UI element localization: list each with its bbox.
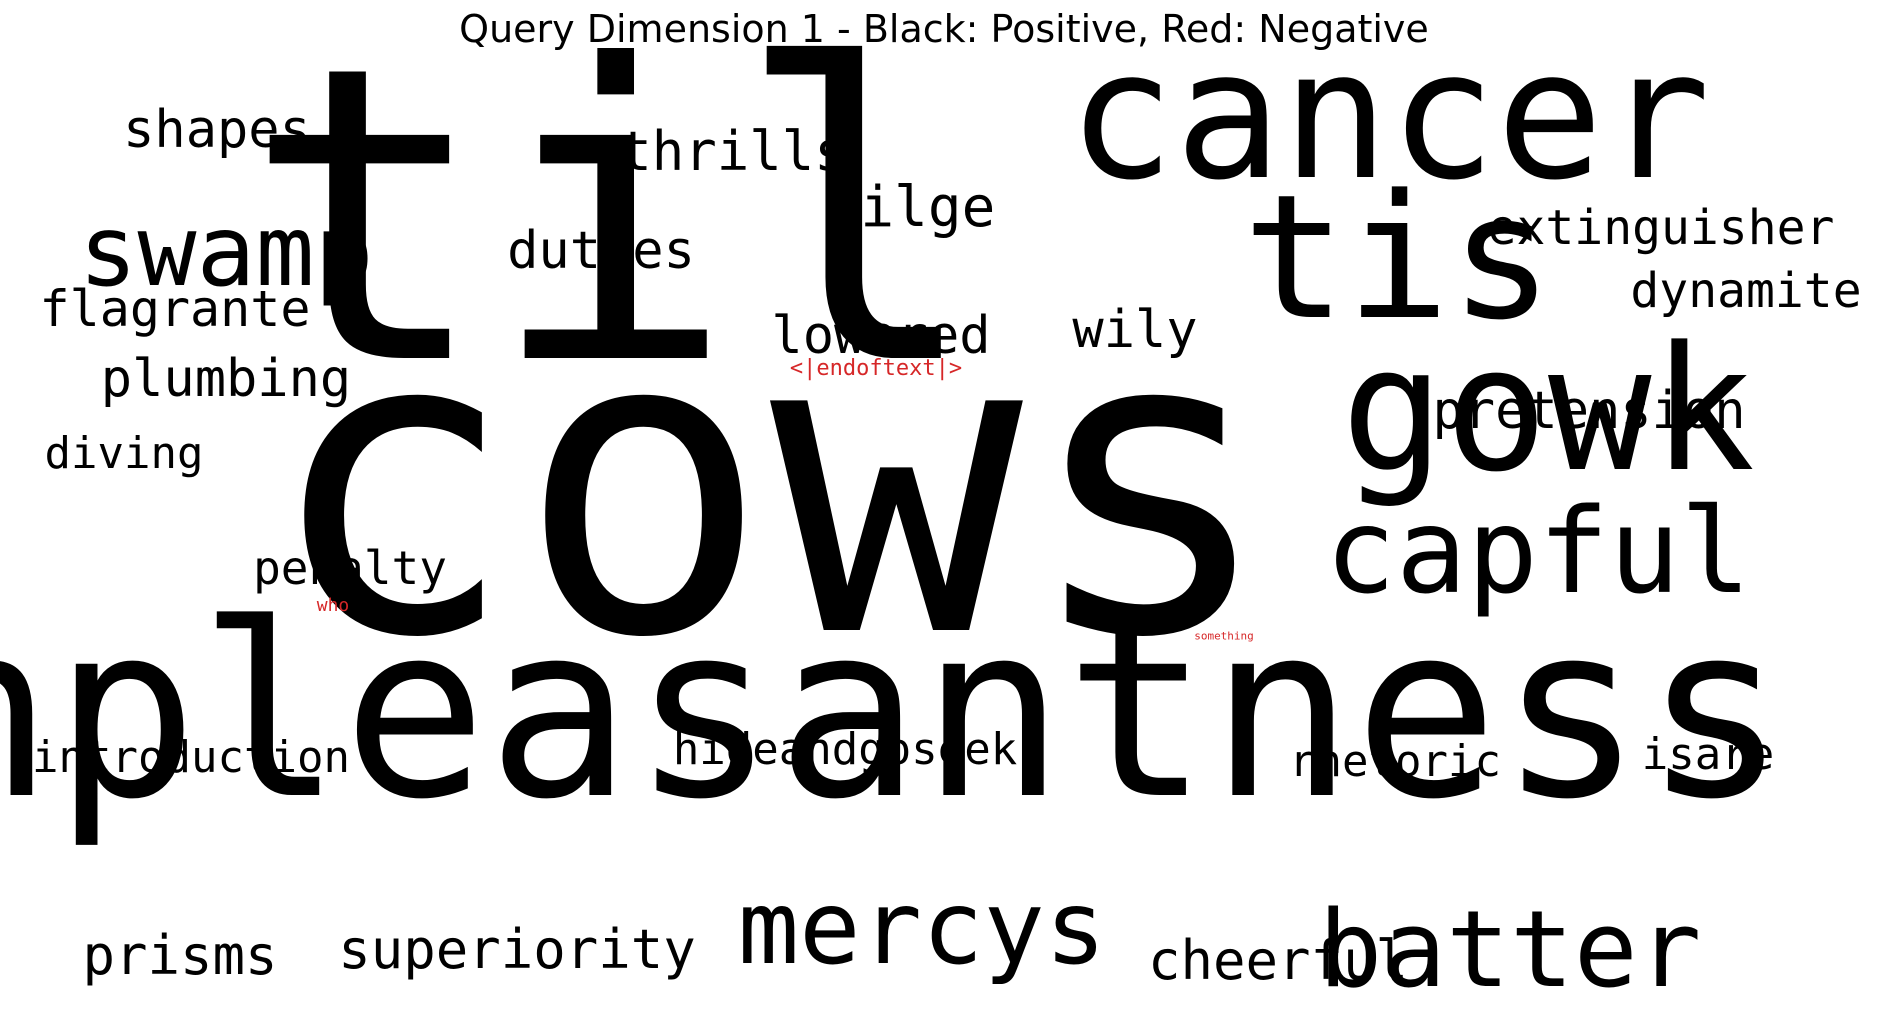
word-something: something xyxy=(1194,629,1254,643)
word-extinguisher: extinguisher xyxy=(1487,200,1835,256)
word-cheerful: cheerful xyxy=(1147,929,1409,992)
word-isare: isare xyxy=(1641,729,1775,780)
word-introduction: introduction xyxy=(32,732,350,783)
word-prisms: prisms xyxy=(82,924,278,987)
word-mercys: mercys xyxy=(737,869,1107,988)
word-diving: diving xyxy=(44,428,204,479)
word-bilge: bilge xyxy=(826,175,996,240)
word-capful: capful xyxy=(1324,482,1752,620)
word-rhetoric: rhetoric xyxy=(1289,736,1501,787)
word-penalty: penalty xyxy=(253,541,447,595)
word-dynamite: dynamite xyxy=(1630,263,1862,319)
word-tis: tis xyxy=(1242,157,1554,358)
word-superiority: superiority xyxy=(338,918,696,981)
word-cows: cows xyxy=(264,241,1276,730)
word-til: til xyxy=(243,0,981,455)
word-swamp: swamp xyxy=(78,195,374,309)
word-endoftext: <|endoftext|> xyxy=(789,356,963,381)
word-gowk: gowk xyxy=(1340,309,1756,510)
word-duties: duties xyxy=(507,221,695,281)
word-hideandgoseek: hideandgoseek xyxy=(672,724,1018,775)
word-flagrante: flagrante xyxy=(39,280,311,338)
word-wily: wily xyxy=(1072,300,1198,360)
word-cancer: cancer xyxy=(1067,12,1711,219)
word-plumbing: plumbing xyxy=(100,349,352,409)
figure-title: Query Dimension 1 - Black: Positive, Red… xyxy=(459,7,1429,51)
word-who: who xyxy=(316,595,350,616)
word-thrills: thrills xyxy=(619,120,847,183)
word-shapes: shapes xyxy=(123,100,311,160)
word-lowered: lowered xyxy=(771,306,991,366)
word-unpleasantness: unpleasantness xyxy=(0,572,1788,852)
word-pretension: pretension xyxy=(1432,381,1746,441)
word-batter: batter xyxy=(1318,888,1702,1011)
